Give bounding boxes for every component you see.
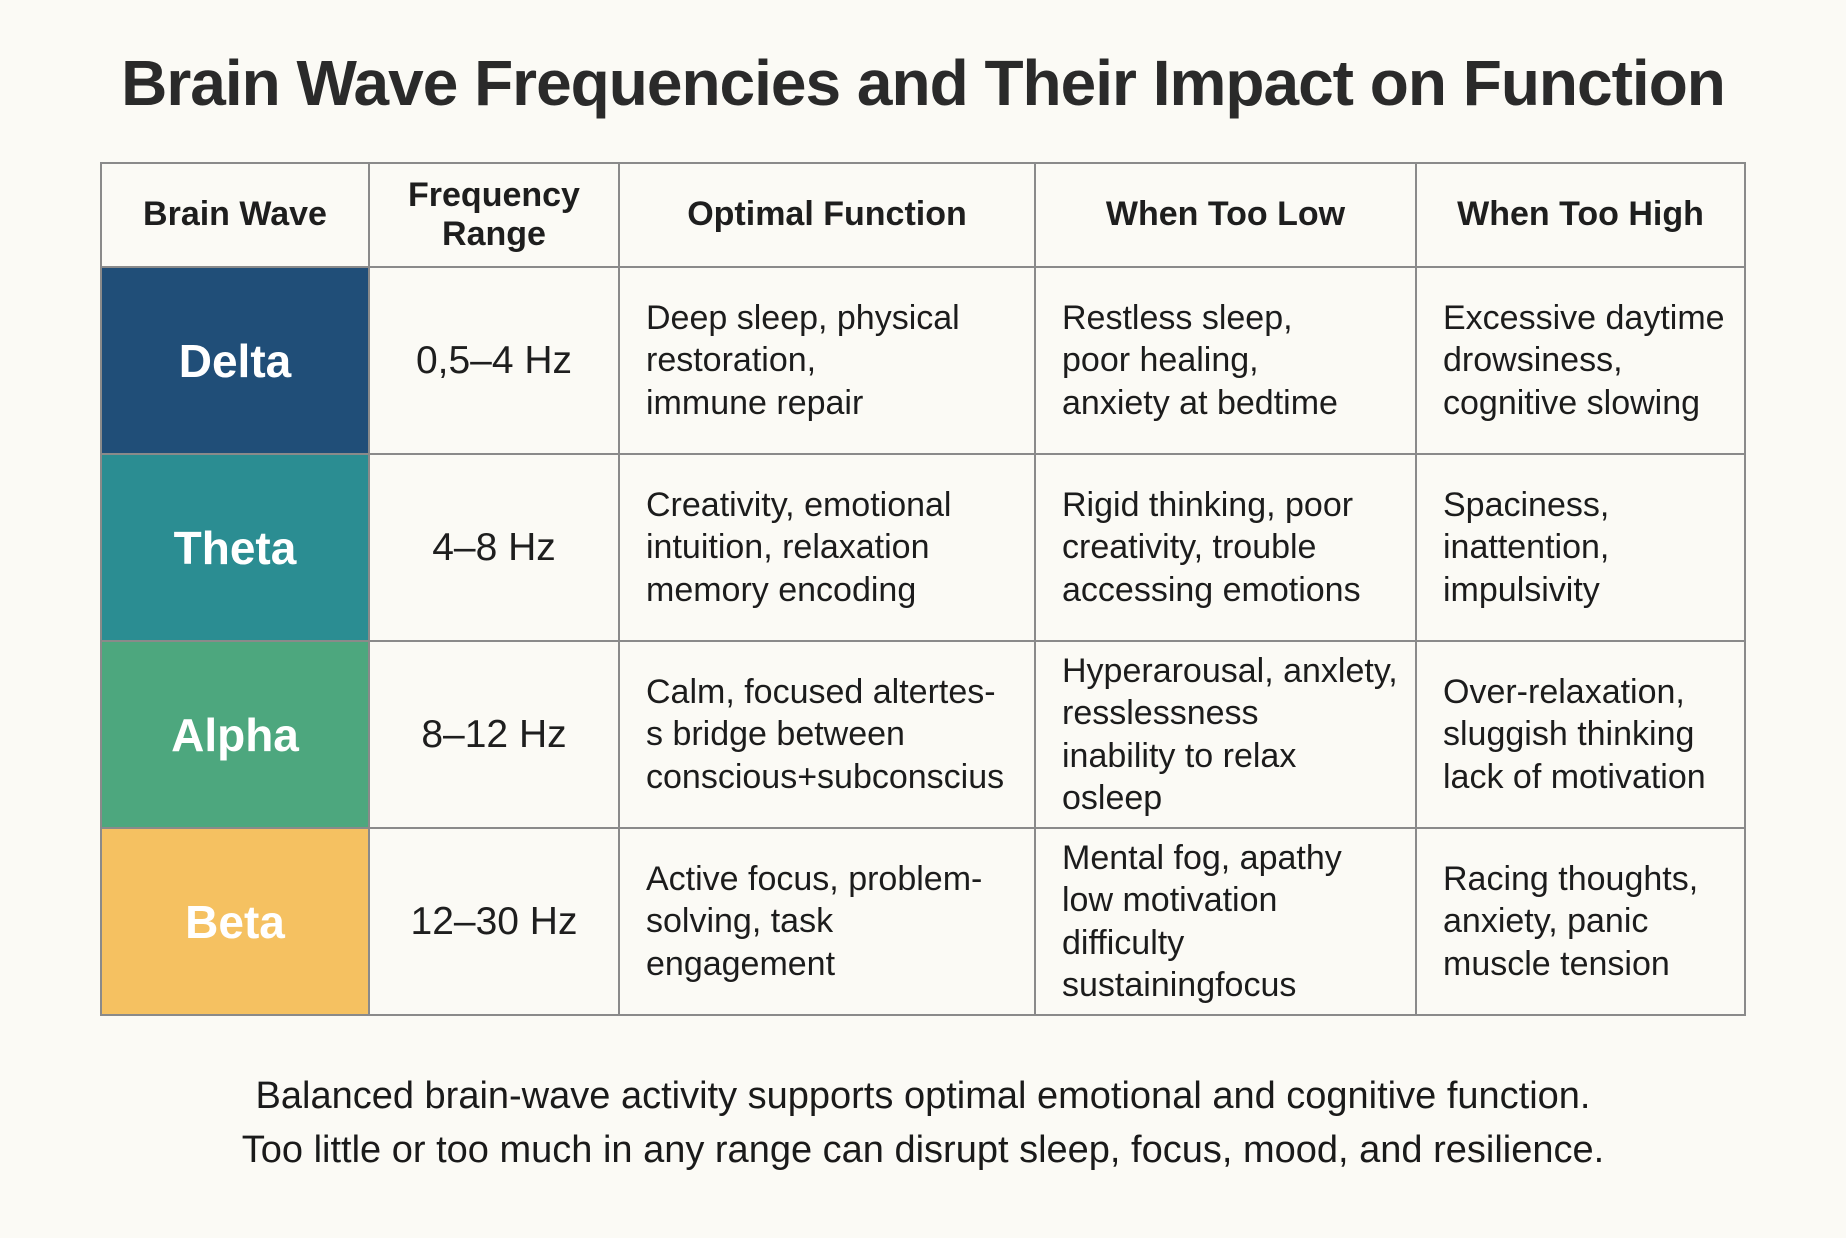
wave-name-cell: Beta: [100, 827, 370, 1016]
footer-line-1: Balanced brain-wave activity supports op…: [255, 1075, 1591, 1117]
too-high-cell: Excessive daytime drowsiness, cognitive …: [1415, 266, 1746, 455]
page-title: Brain Wave Frequencies and Their Impact …: [121, 47, 1726, 119]
footer-note: Balanced brain-wave activity supports op…: [0, 1070, 1846, 1178]
table-row-delta: Delta 0,5–4 Hz Deep sleep, physical rest…: [100, 266, 1746, 455]
too-high-cell: Racing thoughts, anxiety, panic muscle t…: [1415, 827, 1746, 1016]
table-row-beta: Beta 12–30 Hz Active focus, problem- sol…: [100, 827, 1746, 1016]
frequency-cell: 8–12 Hz: [368, 640, 620, 829]
too-low-cell: Restless sleep, poor healing, anxiety at…: [1034, 266, 1417, 455]
table-row-theta: Theta 4–8 Hz Creativity, emotional intui…: [100, 453, 1746, 642]
brain-wave-table: Brain Wave Frequency Range Optimal Funct…: [100, 162, 1746, 1016]
frequency-cell: 12–30 Hz: [368, 827, 620, 1016]
too-low-cell: Rigid thinking, poor creativity, trouble…: [1034, 453, 1417, 642]
too-high-cell: Spaciness, inattention, impulsivity: [1415, 453, 1746, 642]
header-optimal-function: Optimal Function: [618, 162, 1036, 268]
too-low-cell: Hyperarousal, anxlety, resslessness inab…: [1034, 640, 1417, 829]
wave-name-cell: Alpha: [100, 640, 370, 829]
header-frequency-range: Frequency Range: [368, 162, 620, 268]
optimal-function-cell: Calm, focused altertes- s bridge between…: [618, 640, 1036, 829]
wave-name-cell: Theta: [100, 453, 370, 642]
too-low-cell: Mental fog, apathy low motivation diffic…: [1034, 827, 1417, 1016]
header-when-too-high: When Too High: [1415, 162, 1746, 268]
frequency-cell: 0,5–4 Hz: [368, 266, 620, 455]
frequency-cell: 4–8 Hz: [368, 453, 620, 642]
header-when-too-low: When Too Low: [1034, 162, 1417, 268]
optimal-function-cell: Creativity, emotional intuition, relaxat…: [618, 453, 1036, 642]
optimal-function-cell: Deep sleep, physical restoration, immune…: [618, 266, 1036, 455]
footer-line-2: Too little or too much in any range can …: [241, 1128, 1605, 1171]
table-row-alpha: Alpha 8–12 Hz Calm, focused altertes- s …: [100, 640, 1746, 829]
header-brain-wave: Brain Wave: [100, 162, 370, 268]
optimal-function-cell: Active focus, problem- solving, task eng…: [618, 827, 1036, 1016]
wave-name-cell: Delta: [100, 266, 370, 455]
header-row: Brain Wave Frequency Range Optimal Funct…: [100, 162, 1746, 268]
too-high-cell: Over-relaxation, sluggish thinking lack …: [1415, 640, 1746, 829]
